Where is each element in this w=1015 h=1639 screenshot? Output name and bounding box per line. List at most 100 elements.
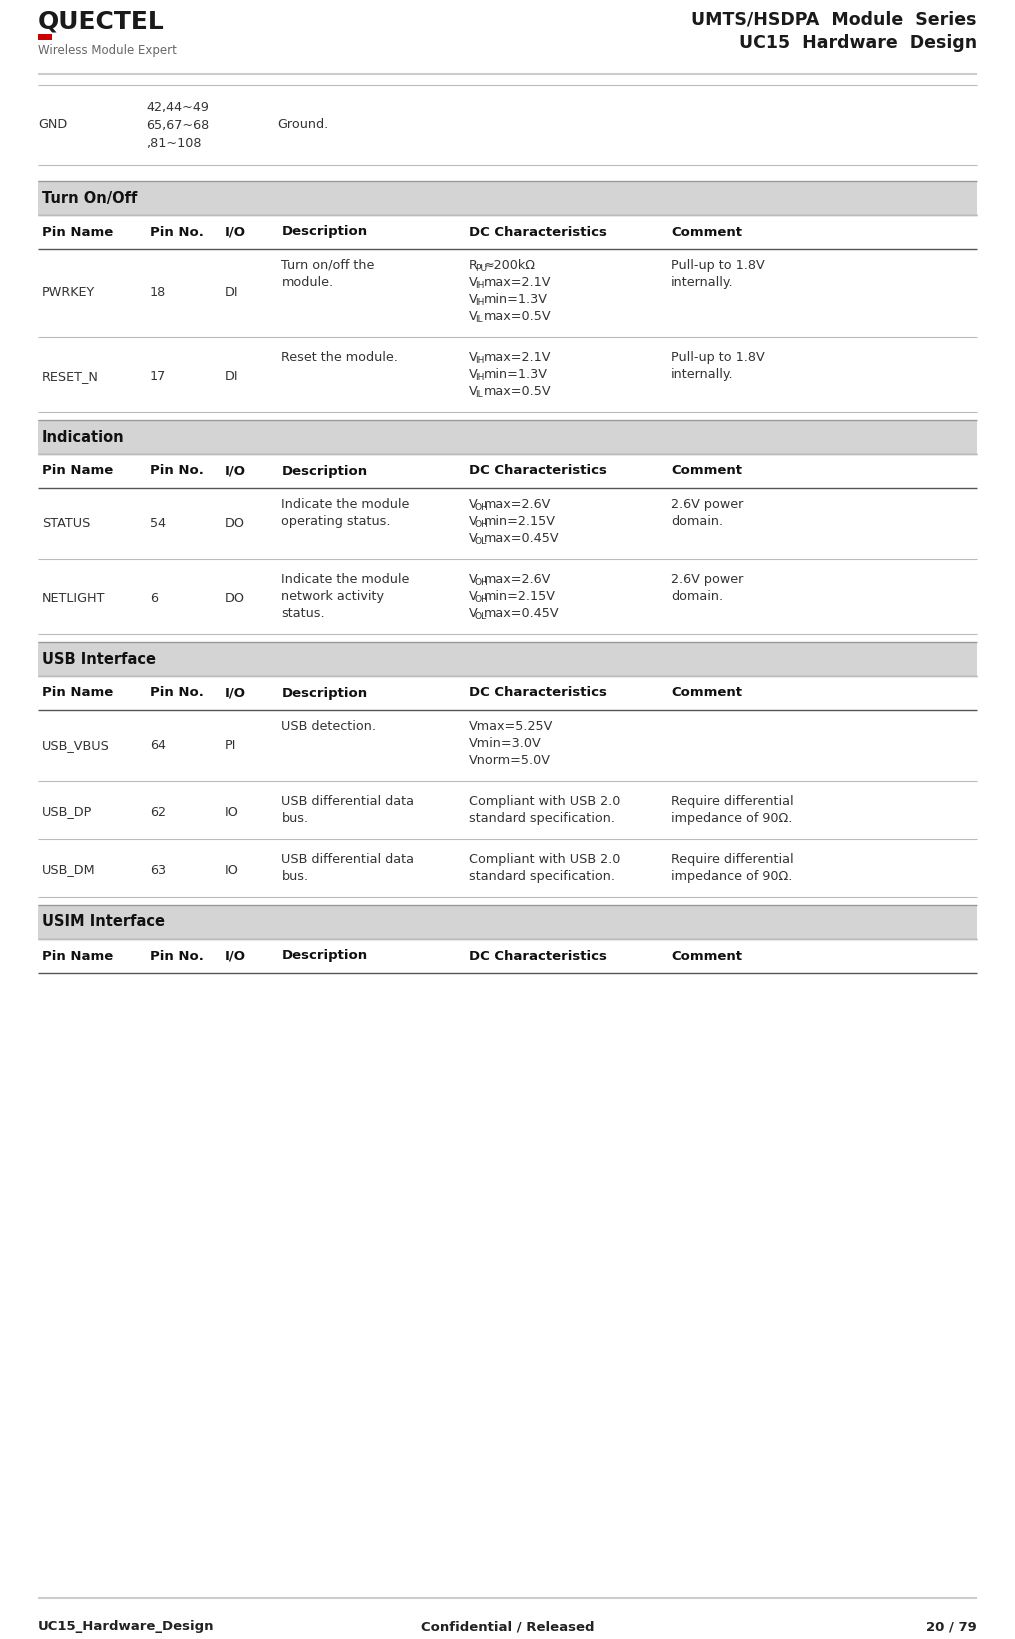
Text: module.: module. (281, 275, 334, 288)
Text: OL: OL (475, 611, 487, 621)
Text: max=0.5V: max=0.5V (484, 385, 551, 398)
Text: PWRKEY: PWRKEY (42, 287, 95, 300)
Text: Pin Name: Pin Name (42, 464, 114, 477)
Bar (38, 34, 52, 39)
Text: Pin No.: Pin No. (150, 949, 204, 962)
Text: OH: OH (475, 503, 489, 511)
Text: I/O: I/O (225, 687, 246, 700)
Text: Compliant with USB 2.0: Compliant with USB 2.0 (469, 852, 620, 865)
Text: USB differential data: USB differential data (281, 795, 414, 808)
Text: 54: 54 (150, 516, 166, 529)
Text: V: V (469, 310, 478, 323)
Text: 18: 18 (150, 287, 166, 300)
Text: min=1.3V: min=1.3V (484, 293, 548, 306)
Text: standard specification.: standard specification. (469, 811, 615, 824)
Text: USB_VBUS: USB_VBUS (42, 739, 110, 752)
Text: Require differential: Require differential (671, 795, 794, 808)
Text: V: V (469, 498, 478, 511)
Text: V: V (469, 385, 478, 398)
Text: 6: 6 (150, 592, 158, 605)
Text: Description: Description (281, 464, 367, 477)
Text: USB_DM: USB_DM (42, 864, 95, 877)
Text: UC15  Hardware  Design: UC15 Hardware Design (739, 34, 977, 52)
Text: DC Characteristics: DC Characteristics (469, 949, 607, 962)
Text: operating status.: operating status. (281, 515, 391, 528)
Text: USIM Interface: USIM Interface (42, 915, 165, 929)
Text: internally.: internally. (671, 275, 734, 288)
Text: OL: OL (475, 538, 487, 546)
Text: Comment: Comment (671, 226, 742, 239)
Text: 62: 62 (150, 805, 166, 818)
Text: V: V (469, 606, 478, 620)
Text: STATUS: STATUS (42, 516, 90, 529)
Text: Pin Name: Pin Name (42, 949, 114, 962)
Text: Require differential: Require differential (671, 852, 794, 865)
Text: max=2.6V: max=2.6V (484, 498, 551, 511)
Text: I/O: I/O (225, 226, 246, 239)
Text: IH: IH (475, 374, 484, 382)
Text: 2.6V power: 2.6V power (671, 574, 744, 587)
Text: 42,44~49: 42,44~49 (146, 100, 209, 113)
Text: USB_DP: USB_DP (42, 805, 92, 818)
Text: RESET_N: RESET_N (42, 370, 98, 384)
Text: V: V (469, 275, 478, 288)
Text: Reset the module.: Reset the module. (281, 351, 398, 364)
Text: internally.: internally. (671, 369, 734, 380)
Text: bus.: bus. (281, 870, 309, 883)
Text: Indicate the module: Indicate the module (281, 498, 410, 511)
Text: Pin No.: Pin No. (150, 226, 204, 239)
Text: NETLIGHT: NETLIGHT (42, 592, 106, 605)
Text: DO: DO (225, 516, 245, 529)
Text: max=0.45V: max=0.45V (484, 533, 559, 546)
Text: max=2.6V: max=2.6V (484, 574, 551, 587)
Text: bus.: bus. (281, 811, 309, 824)
Text: Indication: Indication (42, 429, 125, 444)
Text: V: V (469, 293, 478, 306)
Text: max=0.45V: max=0.45V (484, 606, 559, 620)
Text: QUECTEL: QUECTEL (38, 10, 164, 34)
Text: Turn on/off the: Turn on/off the (281, 259, 375, 272)
Text: UMTS/HSDPA  Module  Series: UMTS/HSDPA Module Series (691, 10, 977, 28)
Text: V: V (469, 515, 478, 528)
Text: I/O: I/O (225, 464, 246, 477)
Text: Description: Description (281, 226, 367, 239)
Text: Pin Name: Pin Name (42, 687, 114, 700)
Text: max=2.1V: max=2.1V (484, 351, 551, 364)
Text: Turn On/Off: Turn On/Off (42, 190, 137, 205)
Text: GND: GND (38, 118, 67, 131)
Text: Comment: Comment (671, 687, 742, 700)
Text: OH: OH (475, 520, 489, 529)
Text: USB differential data: USB differential data (281, 852, 414, 865)
Text: 2.6V power: 2.6V power (671, 498, 744, 511)
Text: min=2.15V: min=2.15V (484, 590, 556, 603)
Text: 17: 17 (150, 370, 166, 384)
Text: IH: IH (475, 356, 484, 365)
Text: impedance of 90Ω.: impedance of 90Ω. (671, 870, 793, 883)
Text: 63: 63 (150, 864, 166, 877)
Text: OH: OH (475, 595, 489, 605)
Text: IO: IO (225, 864, 239, 877)
Text: Vmin=3.0V: Vmin=3.0V (469, 738, 542, 751)
Text: Vnorm=5.0V: Vnorm=5.0V (469, 754, 551, 767)
Text: 64: 64 (150, 739, 166, 752)
Text: max=2.1V: max=2.1V (484, 275, 551, 288)
Text: max=0.5V: max=0.5V (484, 310, 551, 323)
Text: IL: IL (475, 315, 482, 325)
Text: Confidential / Released: Confidential / Released (421, 1619, 594, 1632)
Text: network activity: network activity (281, 590, 385, 603)
Text: Vmax=5.25V: Vmax=5.25V (469, 720, 553, 733)
Text: IH: IH (475, 298, 484, 306)
Text: Comment: Comment (671, 949, 742, 962)
Text: DC Characteristics: DC Characteristics (469, 464, 607, 477)
Text: V: V (469, 369, 478, 380)
Text: impedance of 90Ω.: impedance of 90Ω. (671, 811, 793, 824)
Text: UC15_Hardware_Design: UC15_Hardware_Design (38, 1619, 214, 1632)
Text: Description: Description (281, 949, 367, 962)
Text: Indicate the module: Indicate the module (281, 574, 410, 587)
Text: R: R (469, 259, 478, 272)
Text: Wireless Module Expert: Wireless Module Expert (38, 44, 177, 57)
Text: Pull-up to 1.8V: Pull-up to 1.8V (671, 259, 765, 272)
Text: V: V (469, 533, 478, 546)
Text: Description: Description (281, 687, 367, 700)
Bar (38, 180, 977, 215)
